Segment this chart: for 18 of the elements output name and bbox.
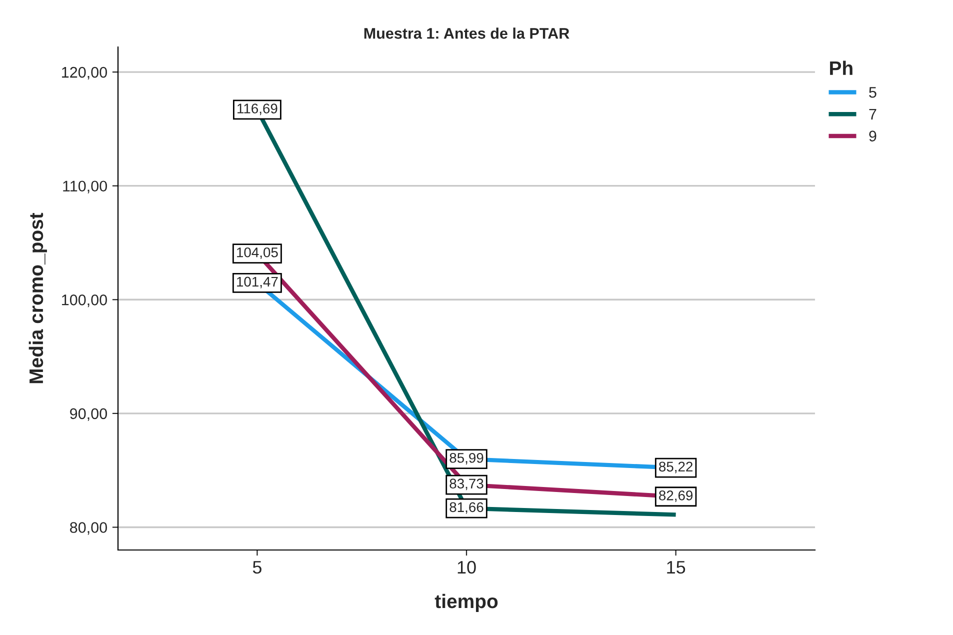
x-axis-title: tiempo (434, 594, 498, 612)
y-tick-label: 100,00 (62, 294, 107, 308)
data-label: 104,05 (237, 247, 278, 259)
x-tick-label: 10 (458, 560, 476, 574)
legend-label: 9 (869, 130, 876, 142)
legend-label: 7 (869, 108, 876, 120)
legend-label: 5 (869, 87, 876, 98)
x-tick-label: 15 (667, 561, 686, 574)
y-tick-label: 110,00 (63, 180, 107, 194)
data-label: 116,69 (238, 104, 278, 116)
legend-title: Ph (830, 60, 852, 75)
y-tick-label: 120,00 (62, 66, 107, 80)
y-tick-label: 90,00 (70, 408, 107, 421)
y-tick-label: 80,00 (70, 522, 107, 535)
x-tick-label: 5 (252, 561, 262, 574)
chart-title: Muestra 1: Antes de la PTAR (364, 28, 570, 39)
y-axis-title: Media cromo_post (28, 212, 47, 384)
data-label: 101,47 (237, 276, 278, 288)
